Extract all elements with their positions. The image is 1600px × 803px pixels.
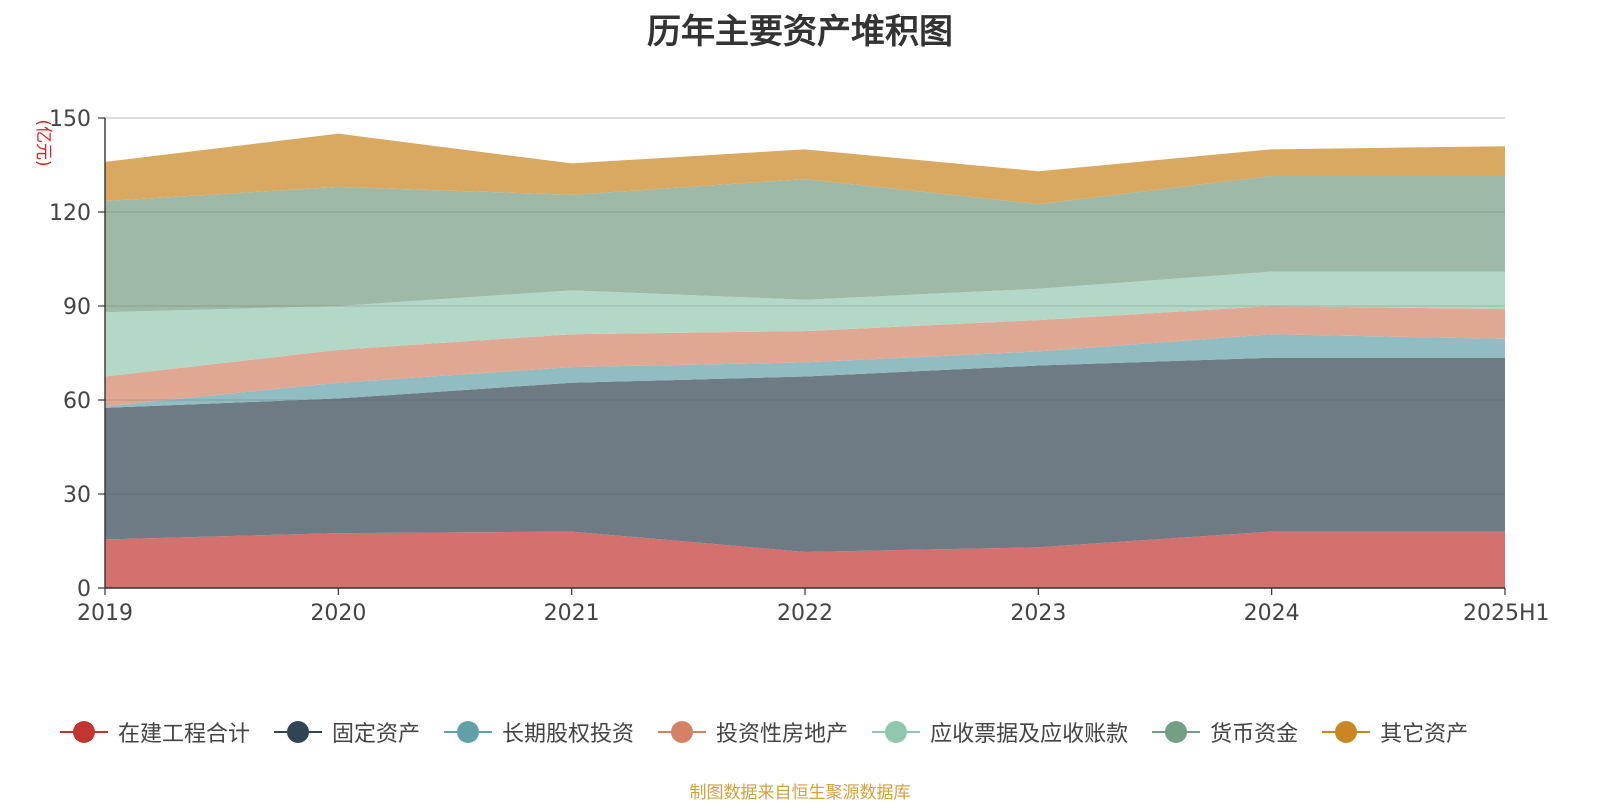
legend-label: 货币资金 [1210,722,1299,747]
x-tick-label: 2020 [310,601,366,626]
stacked-areas [105,133,1505,588]
area-series-4 [105,271,1505,377]
legend-label: 固定资产 [332,722,421,747]
x-tick-label: 2022 [777,601,833,626]
area-series-3 [105,306,1505,407]
y-tick-label: 150 [49,107,91,132]
legend: 在建工程合计 固定资产 长期股权投资 投资性房地产 应收票据及应收账款 货币资金 其它资产 [60,715,1492,749]
axes: 0 30 60 90 120 150 2019 2020 2021 2022 2023 2024 202… [49,107,1550,626]
legend-marker-icon [444,720,493,744]
legend-marker-icon [1322,720,1371,744]
area-series-1 [105,357,1505,552]
legend-item-3[interactable]: 投资性房地产 [658,716,848,748]
source-note: 制图数据来自恒生聚源数据库 [689,783,911,803]
x-tick-label: 2023 [1010,601,1066,626]
x-tick-label: 2024 [1244,601,1300,626]
chart-title: 历年主要资产堆积图 [647,12,953,52]
x-tick-label: 2021 [544,601,600,626]
legend-label: 应收票据及应收账款 [930,722,1129,747]
legend-marker-icon [658,720,707,744]
legend-item-5[interactable]: 货币资金 [1152,716,1298,748]
legend-label: 长期股权投资 [502,722,635,747]
area-series-6 [105,133,1505,205]
legend-item-1[interactable]: 固定资产 [274,716,420,748]
legend-marker-icon [274,720,323,744]
legend-item-0[interactable]: 在建工程合计 [60,716,250,748]
legend-item-4[interactable]: 应收票据及应收账款 [872,716,1128,748]
y-tick-label: 0 [77,577,91,602]
legend-label: 其它资产 [1380,722,1469,747]
y-tick-label: 30 [63,483,91,508]
legend-marker-icon [872,720,921,744]
area-series-0 [105,531,1505,588]
y-tick-label: 120 [49,201,91,226]
legend-item-2[interactable]: 长期股权投资 [444,716,634,748]
y-tick-label: 90 [63,295,91,320]
legend-marker-icon [60,720,108,744]
legend-label: 投资性房地产 [716,722,849,747]
area-series-2 [105,334,1505,408]
grid-lines [105,117,1505,495]
y-tick-label: 60 [63,389,91,414]
x-tick-label: 2019 [77,601,133,626]
legend-label: 在建工程合计 [118,722,251,747]
y-axis-label: (亿元) [33,119,53,166]
legend-marker-icon [1152,720,1201,744]
legend-item-6[interactable]: 其它资产 [1322,716,1468,748]
area-series-5 [105,175,1505,313]
x-tick-label: 2025H1 [1463,601,1550,626]
